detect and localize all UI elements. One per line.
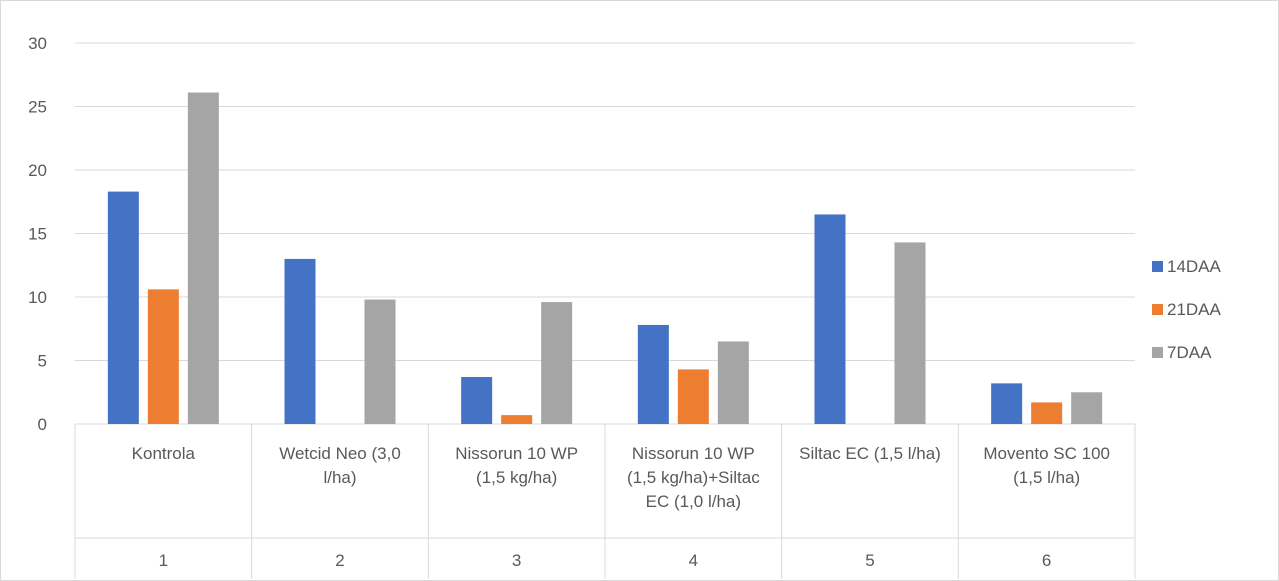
category-label: (1,5 l/ha) [1013, 468, 1080, 487]
category-number: 5 [865, 551, 874, 570]
category-number: 2 [335, 551, 344, 570]
bar-7daa-6 [1071, 392, 1103, 424]
legend-swatch-21daa [1152, 304, 1163, 315]
y-tick-label: 30 [28, 34, 47, 53]
bar-14daa-5 [814, 214, 846, 424]
category-label: l/ha) [323, 468, 356, 487]
y-tick-label: 25 [28, 98, 47, 117]
category-number: 4 [689, 551, 698, 570]
y-tick-label: 0 [38, 415, 47, 434]
bar-7daa-2 [364, 299, 396, 424]
bar-7daa-5 [894, 242, 926, 424]
legend-swatch-7daa [1152, 347, 1163, 358]
legend-label-21daa: 21DAA [1167, 299, 1221, 319]
bar-7daa-3 [541, 302, 573, 424]
legend-swatch-14daa [1152, 261, 1163, 272]
y-tick-label: 20 [28, 161, 47, 180]
bar-14daa-2 [284, 258, 316, 424]
category-label: Nissorun 10 WP [632, 444, 755, 463]
bar-21daa-4 [677, 369, 709, 424]
category-label: (1,5 kg/ha) [476, 468, 557, 487]
legend-item-21daa: 21DAA [1152, 288, 1221, 331]
category-label: Siltac EC (1,5 l/ha) [799, 444, 941, 463]
y-tick-label: 15 [28, 225, 47, 244]
legend: 14DAA 21DAA 7DAA [1152, 245, 1221, 374]
legend-label-14daa: 14DAA [1167, 256, 1221, 276]
legend-item-7daa: 7DAA [1152, 331, 1221, 374]
category-label: EC (1,0 l/ha) [646, 492, 741, 511]
bar-7daa-4 [717, 341, 749, 424]
bar-7daa-1 [187, 92, 219, 424]
category-label: (1,5 kg/ha)+Siltac [627, 468, 760, 487]
category-number: 6 [1042, 551, 1051, 570]
bar-14daa-6 [991, 383, 1023, 424]
bar-14daa-4 [637, 324, 669, 424]
bar-21daa-3 [501, 415, 533, 424]
legend-item-14daa: 14DAA [1152, 245, 1221, 288]
category-label: Nissorun 10 WP [455, 444, 578, 463]
category-number: 1 [159, 551, 168, 570]
category-number: 3 [512, 551, 521, 570]
category-label: Kontrola [132, 444, 196, 463]
bar-21daa-1 [147, 289, 179, 424]
bar-14daa-3 [461, 377, 493, 424]
category-label: Wetcid Neo (3,0 [279, 444, 401, 463]
bar-14daa-1 [107, 191, 139, 424]
y-tick-label: 10 [28, 288, 47, 307]
y-tick-label: 5 [38, 352, 47, 371]
bar-21daa-6 [1031, 402, 1063, 424]
category-label: Movento SC 100 [983, 444, 1110, 463]
legend-label-7daa: 7DAA [1167, 342, 1212, 362]
